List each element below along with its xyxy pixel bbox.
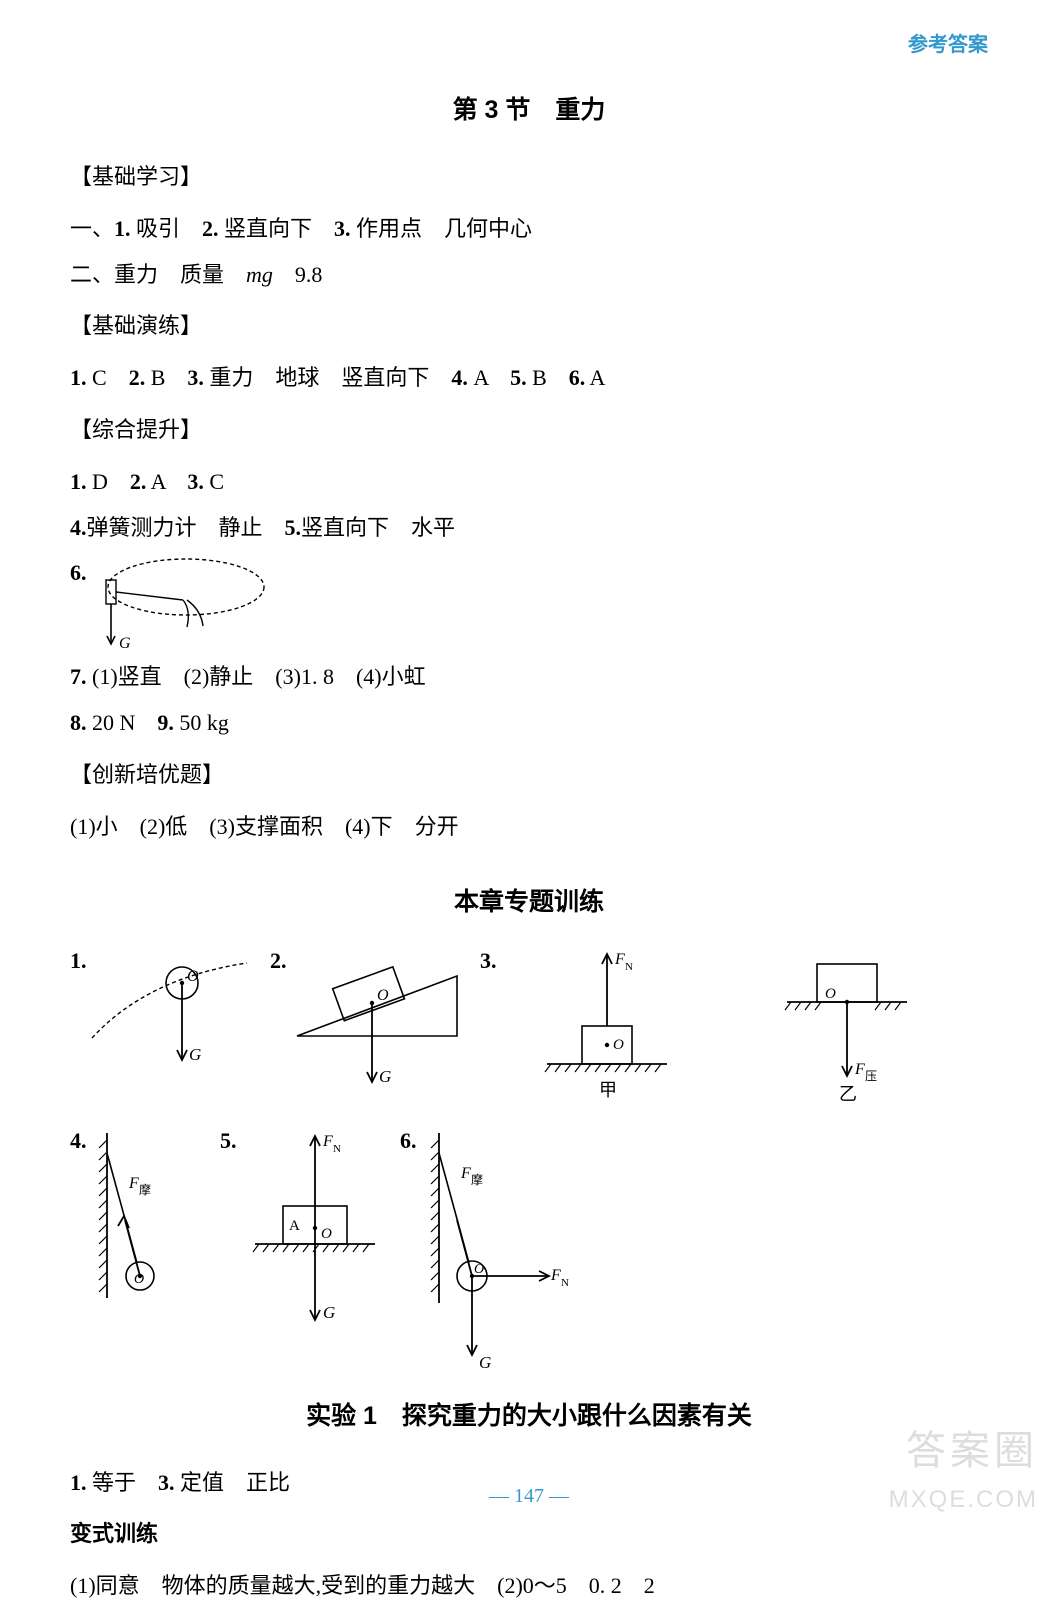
svg-text:O: O (474, 1262, 484, 1277)
figure-3: F N O 甲 O (497, 948, 957, 1118)
svg-text:N: N (333, 1143, 341, 1155)
svg-text:F: F (460, 1165, 471, 1182)
watermark-2: MXQE.COM (889, 1486, 1038, 1514)
figure-1: O G (87, 948, 257, 1078)
answer-line: (1)同意 物体的质量越大,受到的重力越大 (2)0～5 0. 2 2 (70, 1565, 988, 1607)
section-3-title: 第 3 节 重力 (70, 90, 988, 126)
figure-2: O G (287, 948, 472, 1098)
group-heading-1: 【基础学习】 (70, 156, 988, 198)
svg-text:O: O (613, 1037, 624, 1053)
group-heading-3: 【综合提升】 (70, 409, 988, 451)
figure-row-1: 1. O G 2. O (70, 948, 988, 1118)
fig-label-5: 5. (220, 1128, 237, 1334)
fig-label-4: 4. (70, 1128, 87, 1324)
svg-text:G: G (323, 1303, 335, 1322)
watermark-1: 答案圈 (906, 1418, 1038, 1476)
svg-text:压: 压 (865, 1069, 877, 1083)
svg-text:F: F (128, 1175, 139, 1192)
answer-line: (1)小 (2)低 (3)支撑面积 (4)下 分开 (70, 806, 988, 848)
fig-label-6b: 6. (400, 1128, 417, 1374)
answer-line: 一、1. 吸引 2. 竖直向下 3. 作用点 几何中心 (70, 208, 988, 250)
experiment-1-title: 实验 1 探究重力的大小跟什么因素有关 (70, 1396, 988, 1432)
figure-6b: O F 摩 F N G (417, 1128, 597, 1378)
svg-text:乙: 乙 (839, 1084, 857, 1104)
svg-text:N: N (561, 1277, 569, 1289)
answer-line: 1. C 2. B 3. 重力 地球 竖直向下 4. A 5. B 6. A (70, 357, 988, 399)
svg-text:F: F (854, 1061, 865, 1078)
svg-text:O: O (187, 968, 199, 985)
svg-text:G: G (379, 1067, 391, 1086)
answer-line: 二、重力 质量 mg 9.8 (70, 254, 988, 296)
fig-label-3: 3. (480, 948, 497, 1114)
svg-text:摩: 摩 (471, 1172, 483, 1187)
fig-label-1: 1. (70, 948, 87, 1074)
svg-text:F: F (322, 1133, 333, 1150)
figure-4: O F 摩 (87, 1128, 197, 1328)
chapter-training-title: 本章专题训练 (70, 882, 988, 918)
fig6-row: 6. G (70, 552, 988, 652)
fig6-label: 6. (70, 552, 87, 594)
fig-label-2: 2. (270, 948, 287, 1094)
group-heading-2: 【基础演练】 (70, 305, 988, 347)
figure-5: F N A O G (237, 1128, 387, 1338)
answer-line: 7. (1)竖直 (2)静止 (3)1. 8 (4)小虹 (70, 656, 988, 698)
svg-text:O: O (825, 986, 836, 1002)
figure-6-rotation: G (91, 552, 271, 652)
svg-text:F: F (550, 1267, 561, 1284)
svg-text:N: N (625, 961, 633, 973)
svg-text:G: G (119, 635, 131, 652)
answer-line: 1. D 2. A 3. C (70, 461, 988, 503)
svg-text:摩: 摩 (139, 1182, 151, 1197)
svg-text:A: A (289, 1218, 300, 1234)
svg-text:F: F (614, 951, 625, 968)
svg-text:O: O (377, 987, 389, 1004)
svg-text:O: O (321, 1226, 332, 1242)
answer-line: 4.弹簧测力计 静止 5.竖直向下 水平 (70, 507, 988, 549)
svg-text:G: G (189, 1045, 201, 1064)
svg-text:甲: 甲 (599, 1080, 617, 1100)
answer-line: 8. 20 N 9. 50 kg (70, 702, 988, 744)
header-label: 参考答案 (908, 28, 988, 57)
group-heading-4: 【创新培优题】 (70, 754, 988, 796)
figure-row-2: 4. O F 摩 5. F (70, 1128, 988, 1378)
variant-training-heading: 变式训练 (70, 1513, 988, 1555)
svg-text:G: G (479, 1353, 491, 1372)
